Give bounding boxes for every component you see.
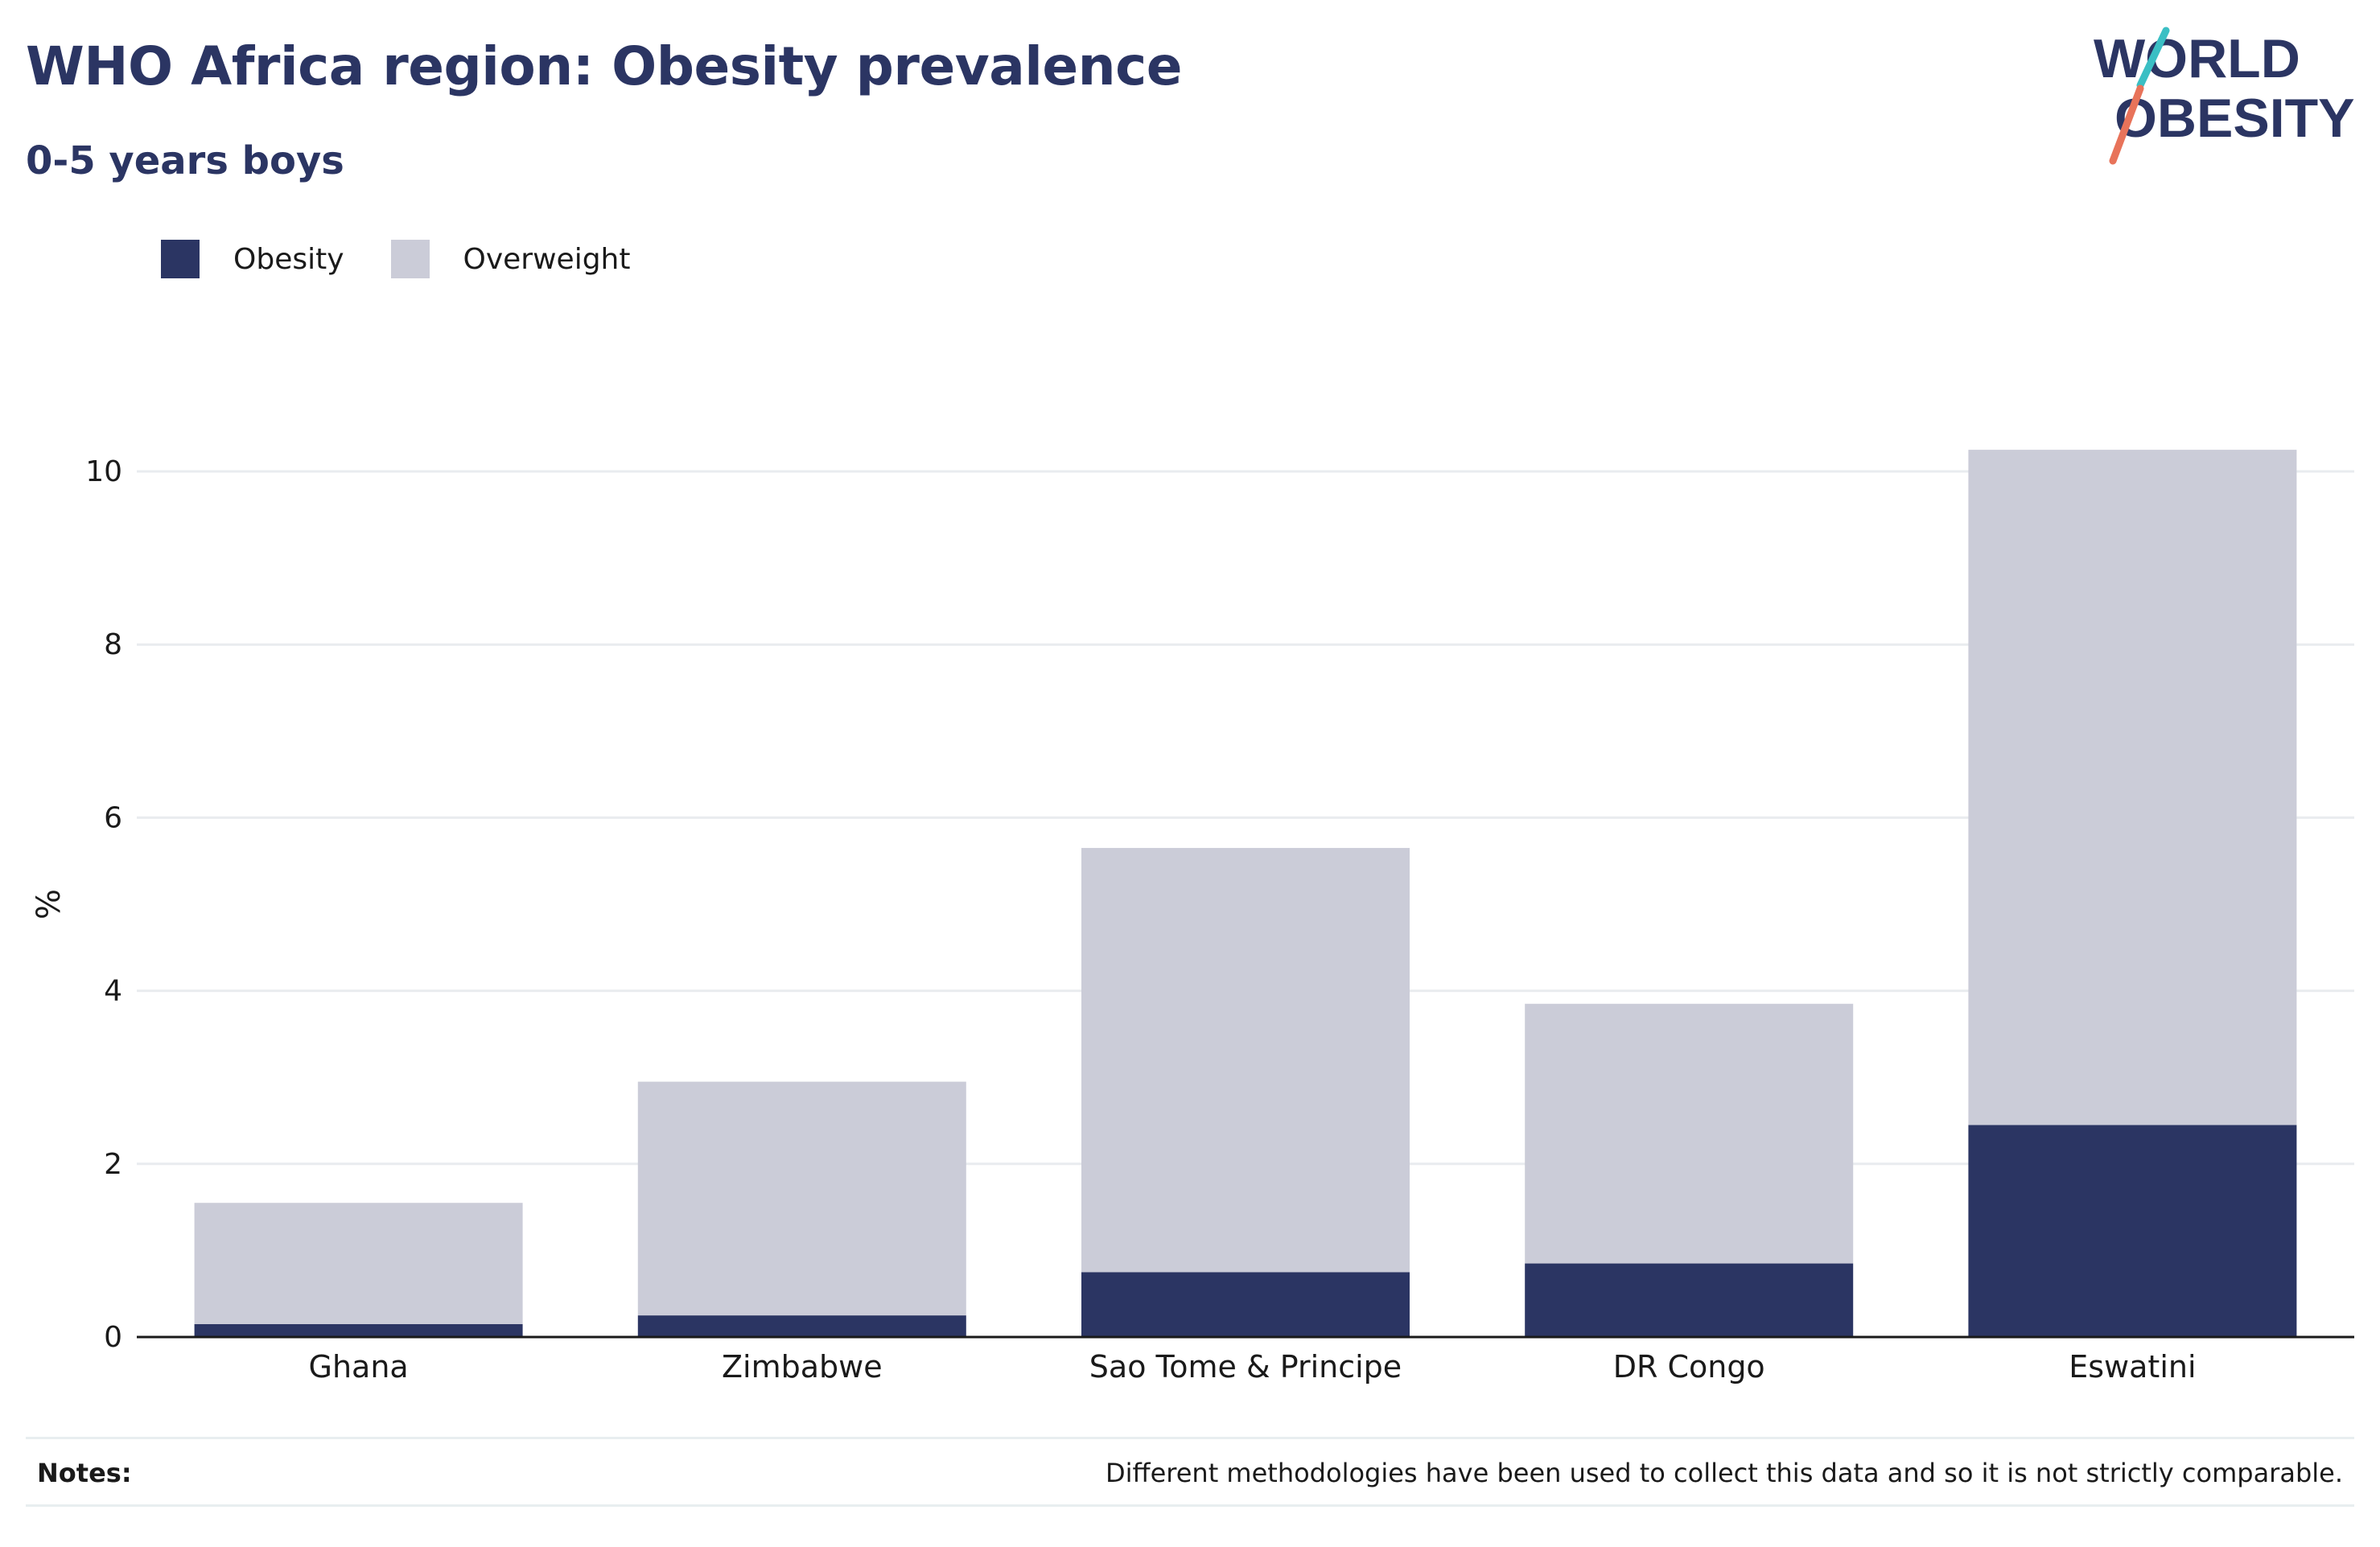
y-tick-label: 10 [85, 455, 122, 488]
logo-teal-slash [2136, 27, 2170, 89]
bar-obesity-3 [1525, 1263, 1854, 1337]
bar-obesity-4 [1968, 1125, 2297, 1337]
legend-label-obesity: Obesity [233, 242, 344, 276]
x-tick-label: Ghana [309, 1349, 409, 1384]
legend-swatch-overweight [390, 240, 430, 278]
logo-line2: OBESITY [2114, 88, 2355, 149]
y-tick-label: 8 [104, 628, 122, 661]
bar-overweight-2 [1081, 848, 1410, 1273]
chart-legend: Obesity Overweight [161, 240, 677, 278]
legend-item-obesity: Obesity [161, 240, 344, 278]
x-tick-label: Sao Tome & Principe [1089, 1349, 1402, 1384]
bar-overweight-0 [194, 1203, 523, 1324]
y-axis-title: % [31, 889, 68, 920]
bar-overweight-4 [1968, 450, 2297, 1125]
bar-overweight-1 [637, 1081, 966, 1316]
bar-obesity-2 [1081, 1272, 1410, 1337]
y-tick-label: 2 [104, 1148, 122, 1181]
bar-obesity-0 [194, 1323, 523, 1337]
world-obesity-logo: WORLD OBESITY [2094, 27, 2355, 165]
chart-subtitle: 0-5 years boys [26, 138, 344, 183]
bar-chart: 0 2 4 6 8 10% Ghana Zimbabwe Sao Tome & Principe… [31, 450, 2354, 1384]
logo-coral-slash [2109, 84, 2144, 165]
x-tick-label: Eswatini [2069, 1349, 2196, 1384]
y-tick-label: 0 [104, 1321, 122, 1354]
legend-swatch-obesity [161, 240, 200, 278]
legend-label-overweight: Overweight [463, 242, 631, 276]
y-tick-label: 4 [104, 975, 122, 1008]
bar-obesity-1 [637, 1315, 966, 1337]
logo-line1: WORLD [2094, 28, 2300, 89]
notes-bottom-rule [26, 1504, 2354, 1507]
notes-top-rule [26, 1437, 2354, 1439]
x-tick-label: DR Congo [1613, 1349, 1765, 1384]
legend-item-overweight: Overweight [390, 240, 631, 278]
x-tick-label: Zimbabwe [722, 1349, 883, 1384]
bar-overweight-3 [1525, 1003, 1854, 1264]
notes-text: Different methodologies have been used t… [1106, 1458, 2343, 1488]
notes-label: Notes: [37, 1458, 132, 1488]
chart-title: WHO Africa region: Obesity prevalence [26, 35, 1183, 97]
y-tick-label: 6 [104, 801, 122, 834]
